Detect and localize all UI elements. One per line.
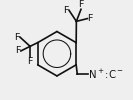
Text: F: F	[64, 6, 69, 15]
Text: F: F	[14, 33, 20, 42]
Text: F: F	[88, 14, 93, 23]
Text: F: F	[27, 57, 33, 66]
Text: F: F	[15, 46, 21, 56]
Text: N$^+$:C$^-$: N$^+$:C$^-$	[88, 68, 124, 81]
Text: F: F	[78, 0, 84, 9]
